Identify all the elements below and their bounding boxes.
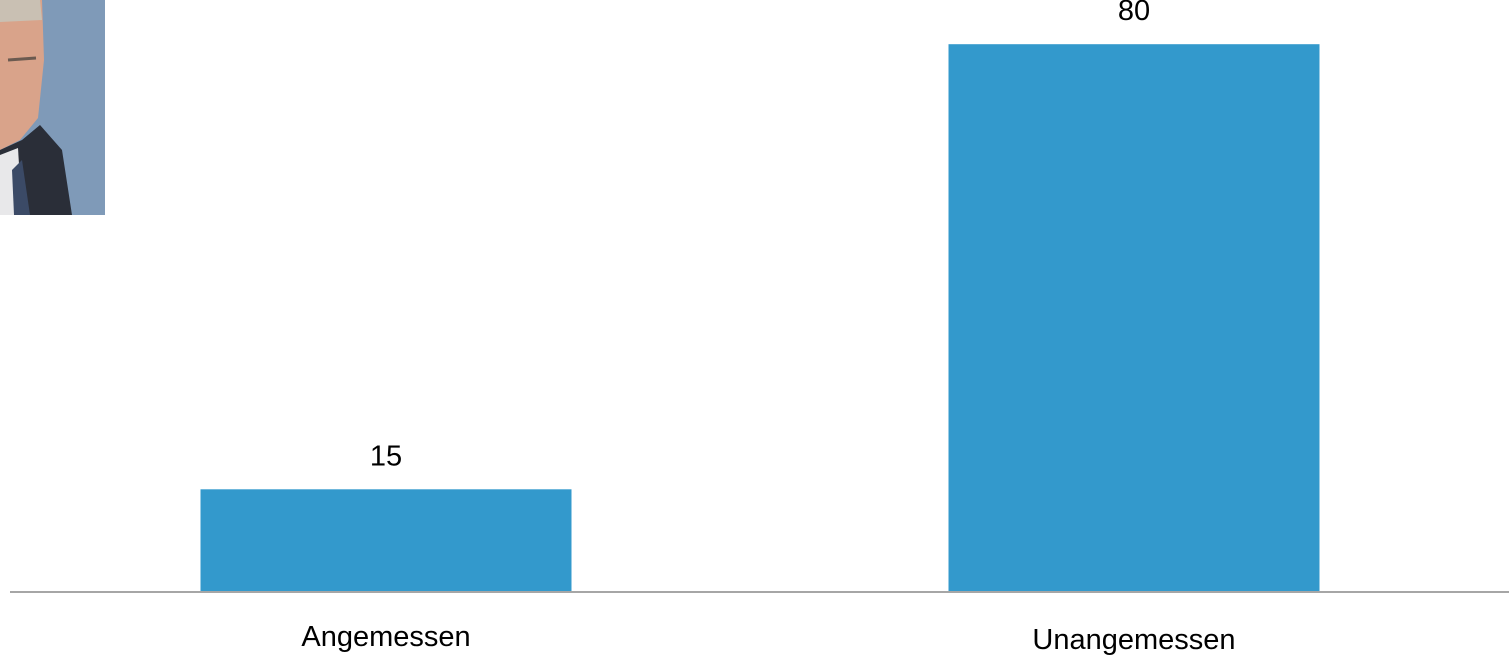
bars-group bbox=[200, 44, 1320, 592]
category-label-angemessen: Angemessen bbox=[301, 621, 470, 653]
data-label-unangemessen: 80 bbox=[1118, 0, 1150, 27]
category-label-unangemessen: Unangemessen bbox=[1032, 624, 1235, 655]
category-labels-group: Angemessen Unangemessen bbox=[301, 621, 1235, 655]
data-label-angemessen: 15 bbox=[370, 440, 402, 472]
bar-unangemessen bbox=[948, 44, 1320, 592]
portrait-photo bbox=[0, 0, 105, 215]
bar-angemessen bbox=[200, 489, 572, 592]
